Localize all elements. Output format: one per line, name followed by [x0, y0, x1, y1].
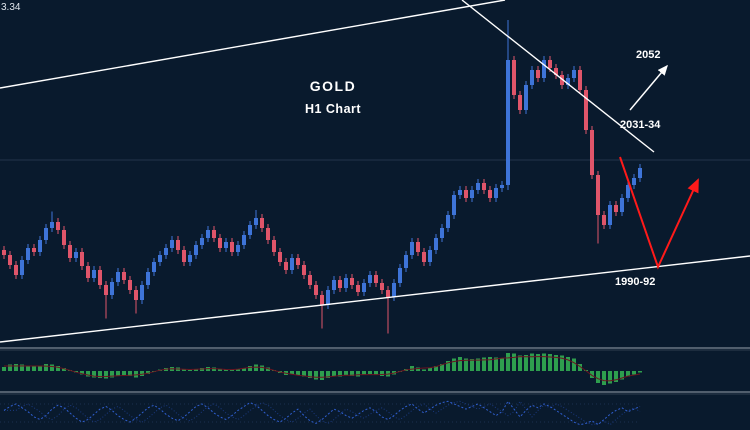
price-axis-partial-label: 3.34: [1, 2, 21, 13]
macd-signal-line: [3, 356, 641, 382]
chart-title: GOLD: [309, 78, 357, 94]
oscillator-pane: [0, 400, 641, 426]
upper-channel-line: [0, 0, 506, 89]
forecast-path-arrow: [619, 156, 699, 270]
pane-separators: [0, 347, 750, 395]
oscillator-line-slow: [4, 400, 641, 426]
lower-channel-line: [0, 255, 750, 343]
bullish-target-arrow: [629, 64, 668, 111]
descending-resistance-line: [461, 0, 655, 153]
oscillator-line-fast: [3, 400, 641, 426]
macd-histogram: [2, 352, 642, 385]
target-price-label: 2052: [636, 49, 661, 61]
resistance-zone-label: 2031-34: [620, 119, 661, 131]
support-zone-label: 1990-92: [615, 276, 656, 288]
trendlines: [0, 0, 750, 343]
chart-subtitle: H1 Chart: [304, 102, 362, 116]
